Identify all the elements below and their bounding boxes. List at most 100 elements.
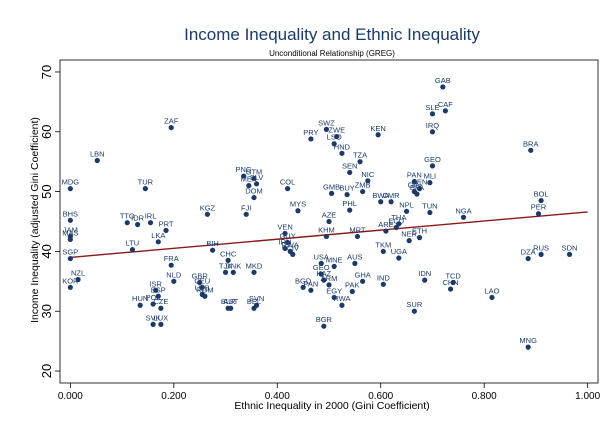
data-point: TUR xyxy=(138,178,154,192)
data-point-label: SWZ xyxy=(318,118,335,127)
data-point-marker xyxy=(450,279,456,286)
data-point-label: PAK xyxy=(345,280,359,289)
data-point: RWA xyxy=(333,294,350,308)
data-point: SUR xyxy=(406,300,423,314)
data-point: ISR xyxy=(149,279,163,293)
data-point: CEU xyxy=(194,276,210,290)
data-point-label: VEN xyxy=(277,222,292,231)
data-point-marker xyxy=(290,251,296,257)
data-point-marker xyxy=(440,84,446,90)
data-point-marker xyxy=(331,263,337,269)
data-point-label: AUS xyxy=(347,252,362,261)
data-point-marker xyxy=(210,247,216,253)
data-point: NZL xyxy=(71,269,85,283)
data-point-label: IND xyxy=(377,273,391,282)
data-point: PAK xyxy=(345,280,360,295)
data-point-marker xyxy=(321,323,327,329)
data-point-marker xyxy=(197,279,203,286)
data-point-marker xyxy=(378,199,384,205)
data-point: MEX xyxy=(241,175,257,189)
data-point-label: MAS xyxy=(62,228,78,237)
data-point-label: BWA xyxy=(372,191,389,200)
data-point-marker xyxy=(447,286,454,292)
data-point: MDG xyxy=(62,178,79,192)
data-point: MNG xyxy=(519,336,537,350)
data-point-label: NGA xyxy=(455,206,471,215)
data-point: KAZ xyxy=(317,269,332,283)
data-point-label: ZAF xyxy=(164,117,179,126)
data-point-marker xyxy=(222,269,229,275)
data-point-marker xyxy=(331,141,337,147)
data-point: SDN xyxy=(562,243,578,257)
data-point-label: AUT xyxy=(223,297,238,306)
data-point-marker xyxy=(388,199,394,205)
data-point-label: LKA xyxy=(151,231,165,240)
data-point-label: BHS xyxy=(63,209,78,218)
plot-area-frame xyxy=(59,59,599,384)
data-point: KHM xyxy=(318,225,335,240)
data-point: ARE xyxy=(378,220,394,234)
data-point: PAN xyxy=(407,170,422,185)
x-tick-label: 1.000 xyxy=(575,391,600,402)
data-point-marker xyxy=(326,218,332,225)
data-point-label: IRL xyxy=(145,212,157,221)
data-point-label: MNG xyxy=(519,336,537,345)
data-point-marker xyxy=(406,238,412,244)
data-point-marker xyxy=(328,190,335,196)
y-tick-label: 50 xyxy=(39,184,54,198)
data-point-marker xyxy=(67,284,73,290)
data-point-label: NZL xyxy=(71,269,85,278)
data-point: SVK xyxy=(146,313,161,327)
data-point-marker xyxy=(129,247,136,253)
data-point-marker xyxy=(375,132,381,138)
data-point-marker xyxy=(422,277,428,283)
data-point: MYS xyxy=(290,200,306,214)
data-point-label: SDN xyxy=(562,243,578,252)
data-point-marker xyxy=(285,239,291,246)
data-point-marker xyxy=(158,305,164,311)
data-point-marker xyxy=(158,321,164,327)
data-point-label: TTO xyxy=(120,212,135,221)
data-point-marker xyxy=(253,181,260,187)
data-point: ZWE xyxy=(328,126,345,140)
data-point-label: HUN xyxy=(132,294,148,303)
data-point-label: TUN xyxy=(422,202,437,211)
data-point: LKA xyxy=(151,231,165,245)
data-point-marker xyxy=(326,282,332,288)
data-point-marker xyxy=(380,248,386,255)
data-point-label: LSO xyxy=(327,133,342,142)
data-point-marker xyxy=(352,260,358,266)
data-point-marker xyxy=(416,186,423,192)
data-point-marker xyxy=(538,197,544,204)
data-point-marker xyxy=(142,186,148,192)
data-point-label: ARM xyxy=(321,274,338,283)
data-point-marker xyxy=(150,321,156,327)
data-point: DNK xyxy=(225,261,241,275)
data-point-label: BGD xyxy=(295,276,312,285)
data-point: GAB xyxy=(435,76,451,90)
data-point: GEO xyxy=(313,263,330,277)
data-point-label: BOL xyxy=(534,190,549,199)
data-point-label: TKM xyxy=(375,240,391,249)
data-point-marker xyxy=(285,186,291,192)
data-point-label: IRN xyxy=(279,237,292,246)
data-point-label: SLE xyxy=(425,103,439,112)
data-point-marker xyxy=(429,163,436,169)
data-point: DZA xyxy=(521,248,536,262)
data-point-label: RUS xyxy=(533,243,549,252)
data-point-marker xyxy=(295,208,301,214)
data-point: MNE xyxy=(326,255,343,269)
data-point: ECU xyxy=(388,216,404,231)
data-point-label: COL xyxy=(280,178,295,187)
data-point-label: IDR xyxy=(131,213,145,222)
data-point-label: SEN xyxy=(342,161,357,170)
data-point: HND xyxy=(334,142,351,156)
data-point: PAN xyxy=(303,279,318,293)
data-point: THA xyxy=(391,213,406,227)
data-point-label: DNK xyxy=(225,261,241,270)
data-point: HUN xyxy=(132,294,148,308)
data-point-marker xyxy=(339,150,345,156)
data-point-label: CIV xyxy=(287,243,300,252)
data-point-label: MKD xyxy=(246,261,263,270)
